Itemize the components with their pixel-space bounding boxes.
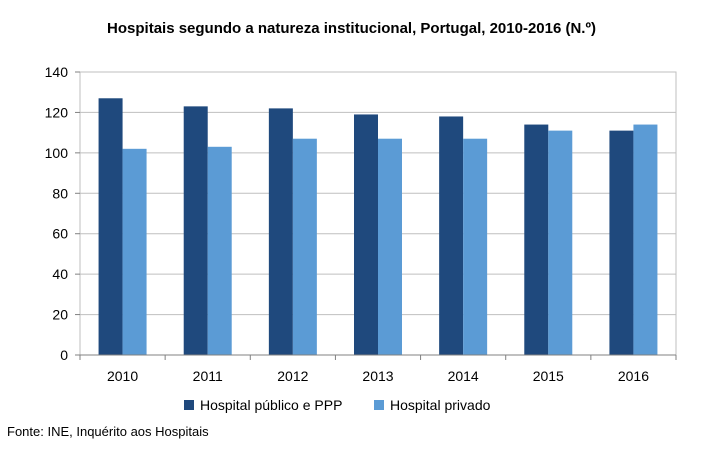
y-tick-label: 0 [60,347,68,363]
y-tick-label: 140 [45,64,69,80]
x-tick-label: 2014 [448,368,479,384]
bars [98,98,658,356]
bar-privado-2015 [548,130,573,355]
legend-label-privado: Hospital privado [390,397,491,413]
bar-publico-2011 [183,106,208,355]
x-tick-label: 2012 [277,368,308,384]
y-tick-label: 80 [52,185,68,201]
chart-title: Hospitais segundo a natureza institucion… [107,20,596,37]
bar-publico-2010 [98,98,123,356]
bar-publico-2015 [524,124,549,355]
bar-publico-2012 [268,108,293,355]
y-tick-label: 100 [45,145,69,161]
x-tick-label: 2016 [618,368,649,384]
legend-swatch-privado [374,400,384,410]
y-axis-ticks: 0 20 40 60 80 100 120 140 [45,64,80,363]
bar-privado-2011 [207,146,232,355]
x-tick-label: 2010 [107,368,138,384]
bar-publico-2016 [609,130,634,355]
x-tick-label: 2013 [362,368,393,384]
bar-privado-2013 [378,138,402,355]
x-tick-label: 2015 [533,368,564,384]
legend-label-publico: Hospital público e PPP [200,397,342,413]
bar-privado-2014 [463,138,488,355]
bar-publico-2013 [354,114,378,355]
y-tick-label: 20 [52,307,68,323]
y-tick-label: 120 [45,104,69,120]
y-tick-label: 60 [52,226,68,242]
y-tick-label: 40 [52,266,68,282]
source-note: Fonte: INE, Inquérito aos Hospitais [7,424,209,439]
bar-privado-2010 [122,148,147,355]
legend: Hospital público e PPP Hospital privado [184,397,491,413]
bar-publico-2014 [439,116,464,355]
x-axis-ticks: 2010 2011 2012 2013 2014 2015 2016 [79,355,677,384]
bar-privado-2016 [633,124,658,355]
legend-swatch-publico [184,400,194,410]
bar-privado-2012 [292,138,317,355]
x-tick-label: 2011 [193,368,223,384]
